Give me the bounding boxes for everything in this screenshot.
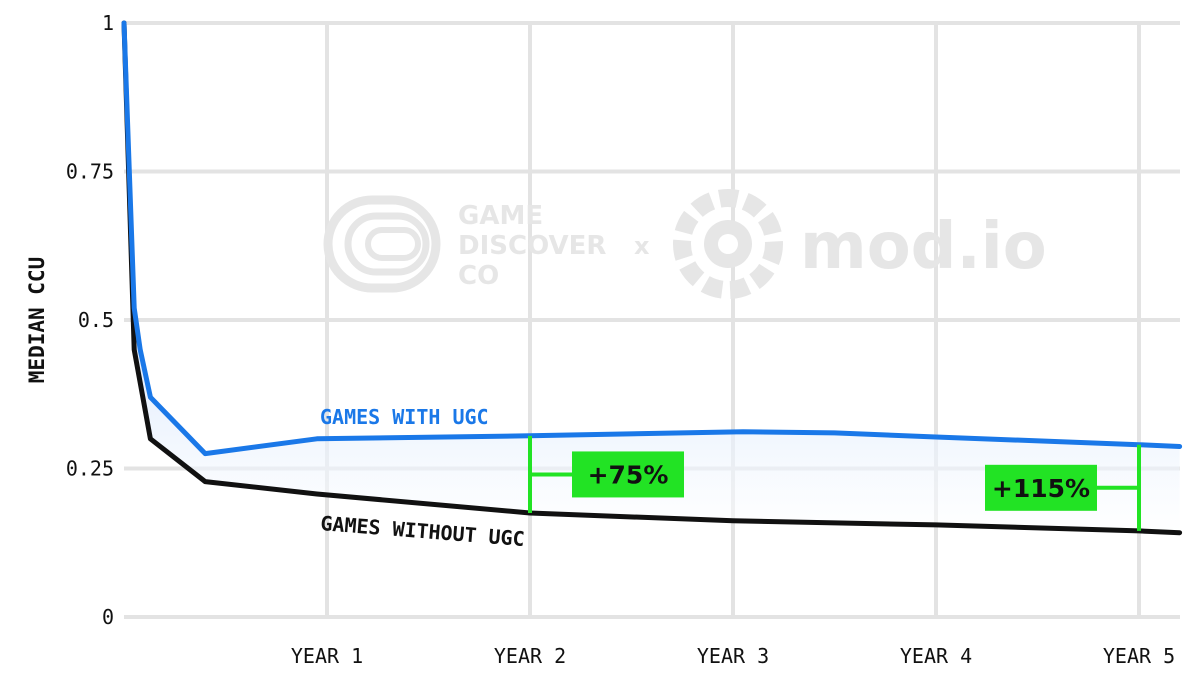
watermark-word-2: DISCOVER [458, 231, 606, 261]
modio-gear-icon [673, 189, 783, 299]
x-axis-ticks: YEAR 1 YEAR 2 YEAR 3 YEAR 4 YEAR 5 [291, 644, 1175, 668]
x-tick-label: YEAR 1 [291, 644, 363, 668]
x-tick-label: YEAR 3 [697, 644, 769, 668]
y-tick-label: 1 [102, 11, 114, 35]
watermark-word-1: GAME [458, 201, 543, 231]
watermark-modio: mod.io [800, 210, 1047, 284]
series-line-games-without-ugc [121, 20, 1183, 536]
annotation-label: +115% [992, 474, 1090, 503]
watermark-word-3: CO [458, 261, 499, 291]
series-line-games-with-ugc [121, 20, 1183, 457]
y-tick-label: 0 [102, 605, 114, 629]
x-tick-label: YEAR 5 [1103, 644, 1175, 668]
y-tick-label: 0.5 [78, 308, 114, 332]
y-tick-label: 0.25 [66, 457, 114, 481]
x-tick-label: YEAR 2 [494, 644, 566, 668]
watermark: GAME DISCOVER CO x mod.io [323, 189, 1047, 299]
x-tick-label: YEAR 4 [900, 644, 972, 668]
y-tick-label: 0.75 [66, 160, 114, 184]
watermark-separator: x [634, 232, 650, 260]
gamediscoverco-logo [323, 195, 441, 293]
y-axis-label: MEDIAN CCU [25, 257, 49, 383]
annotation-gain: +75% [528, 435, 684, 514]
series-label-games-with-ugc: GAMES WITH UGC [320, 405, 489, 429]
gain-annotations: +75% +115% [528, 435, 1141, 531]
annotation-label: +75% [588, 460, 669, 489]
annotation-badge [985, 464, 1097, 511]
annotation-gain: +115% [985, 444, 1141, 531]
annotation-badge [572, 451, 684, 498]
series-label-games-without-ugc: GAMES WITHOUT UGC [320, 511, 526, 551]
y-axis-ticks: 0 0.25 0.5 0.75 1 [66, 11, 114, 629]
